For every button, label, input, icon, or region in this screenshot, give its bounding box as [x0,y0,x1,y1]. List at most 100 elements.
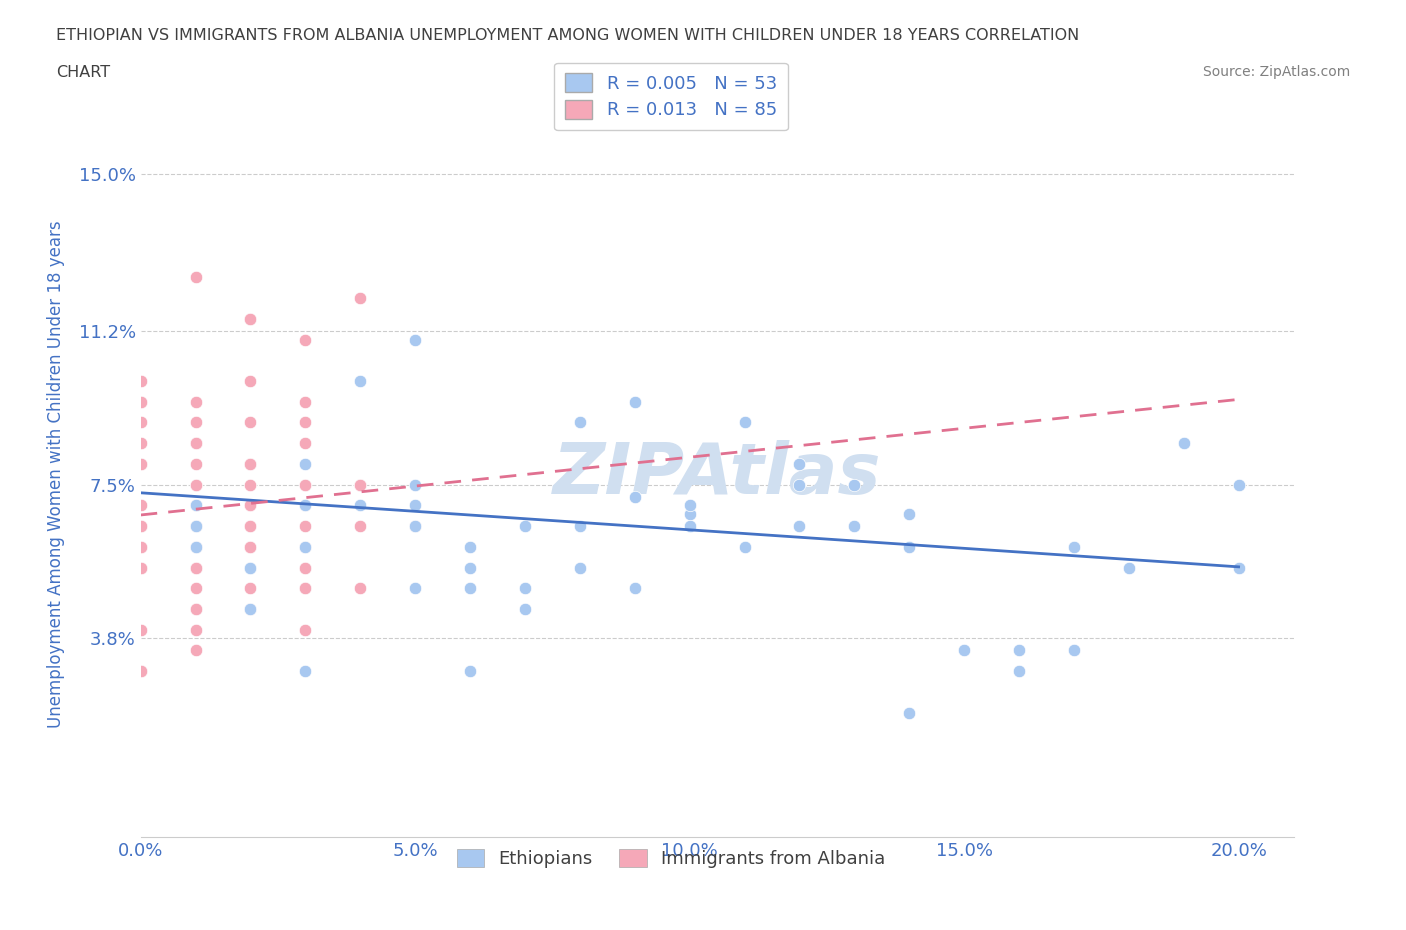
Point [239,457,262,472]
Point [184,539,207,554]
Point [294,498,316,512]
Point [184,643,207,658]
Y-axis label: Unemployment Among Women with Children Under 18 years: Unemployment Among Women with Children U… [46,220,65,728]
Point [404,519,426,534]
Text: ZIPAtlas: ZIPAtlas [553,440,882,509]
Point [568,519,591,534]
Point [184,436,207,451]
Point [184,498,207,512]
Point [239,602,262,617]
Point [239,602,262,617]
Point [239,498,262,512]
Point [239,539,262,554]
Point [294,664,316,679]
Point [349,581,371,596]
Point [734,539,756,554]
Point [239,457,262,472]
Point [1063,643,1085,658]
Point [239,457,262,472]
Point [789,519,811,534]
Point [184,394,207,409]
Point [844,519,866,534]
Point [623,394,645,409]
Point [184,498,207,512]
Point [239,560,262,575]
Point [844,477,866,492]
Point [458,664,481,679]
Point [129,457,152,472]
Point [349,291,371,306]
Point [184,457,207,472]
Point [678,519,700,534]
Point [184,477,207,492]
Point [239,602,262,617]
Point [239,498,262,512]
Point [184,602,207,617]
Point [349,519,371,534]
Point [294,332,316,347]
Text: Source: ZipAtlas.com: Source: ZipAtlas.com [1202,65,1350,79]
Point [129,519,152,534]
Point [404,332,426,347]
Point [294,560,316,575]
Point [734,415,756,430]
Point [404,519,426,534]
Point [239,498,262,512]
Point [898,705,921,720]
Point [184,436,207,451]
Point [404,477,426,492]
Point [1227,477,1250,492]
Point [184,415,207,430]
Point [294,415,316,430]
Point [184,519,207,534]
Point [184,539,207,554]
Point [294,477,316,492]
Point [239,498,262,512]
Point [294,394,316,409]
Point [239,477,262,492]
Point [623,581,645,596]
Point [239,539,262,554]
Point [129,664,152,679]
Point [129,394,152,409]
Point [184,519,207,534]
Point [129,622,152,637]
Point [129,436,152,451]
Text: CHART: CHART [56,65,110,80]
Point [349,477,371,492]
Point [513,602,536,617]
Point [239,560,262,575]
Point [129,374,152,389]
Point [129,498,152,512]
Point [294,457,316,472]
Point [129,539,152,554]
Point [239,519,262,534]
Point [129,415,152,430]
Text: ETHIOPIAN VS IMMIGRANTS FROM ALBANIA UNEMPLOYMENT AMONG WOMEN WITH CHILDREN UNDE: ETHIOPIAN VS IMMIGRANTS FROM ALBANIA UNE… [56,28,1080,43]
Point [294,581,316,596]
Point [184,270,207,285]
Point [129,539,152,554]
Point [349,498,371,512]
Point [1063,539,1085,554]
Point [184,560,207,575]
Point [184,581,207,596]
Point [458,539,481,554]
Point [294,539,316,554]
Point [239,312,262,326]
Point [623,490,645,505]
Point [898,539,921,554]
Point [184,477,207,492]
Point [1118,560,1140,575]
Point [239,539,262,554]
Point [349,477,371,492]
Point [1227,560,1250,575]
Point [568,560,591,575]
Point [294,560,316,575]
Point [513,519,536,534]
Point [568,415,591,430]
Point [1173,436,1195,451]
Point [678,506,700,521]
Point [294,436,316,451]
Point [404,581,426,596]
